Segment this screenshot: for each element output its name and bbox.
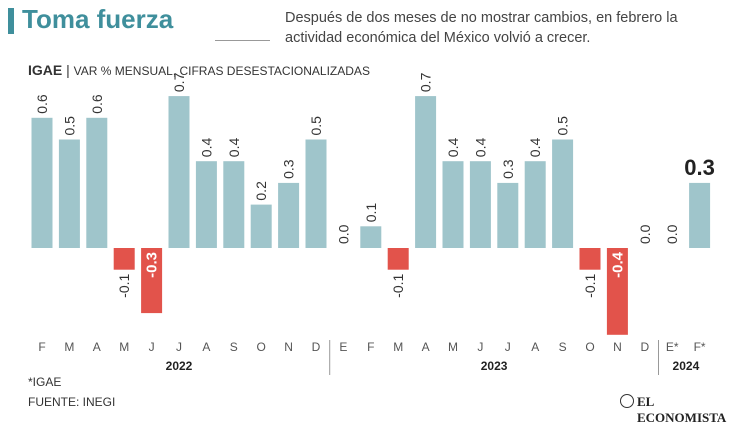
value-label: 0.6 xyxy=(89,94,105,114)
footnote: *IGAE xyxy=(28,375,62,389)
x-tick-label: E* xyxy=(666,340,679,354)
bar xyxy=(31,117,53,248)
value-label: -0.3 xyxy=(144,252,161,278)
bar xyxy=(469,161,491,248)
series-label: IGAE xyxy=(28,62,63,78)
value-label: 0.3 xyxy=(684,155,715,180)
bar xyxy=(524,161,546,248)
bar xyxy=(305,139,327,248)
value-label: 0.7 xyxy=(418,72,434,92)
x-tick-label: F xyxy=(38,340,45,354)
bar xyxy=(415,96,437,248)
value-label: 0.4 xyxy=(472,138,488,158)
value-label: 0.4 xyxy=(445,138,461,158)
bar xyxy=(250,204,272,248)
x-tick-label: J xyxy=(149,340,155,354)
page: Toma fuerza Después de dos meses de no m… xyxy=(8,4,727,425)
bar xyxy=(86,117,108,248)
bar xyxy=(606,248,628,335)
title-rule xyxy=(215,40,270,41)
value-label: 0.0 xyxy=(637,224,653,244)
x-tick-label: E xyxy=(339,340,347,354)
chart: F 0.6 M 0.5 A 0.6 M -0.1 J -0.3 J 0.7 A 0.4 S 0.4 O 0.2 N 0… xyxy=(31,72,715,375)
bar xyxy=(552,139,574,248)
value-label: 0.0 xyxy=(664,224,680,244)
x-tick-label: A xyxy=(93,340,101,354)
x-tick-label: J xyxy=(176,340,182,354)
logo: EL ECONOMISTA xyxy=(637,394,727,425)
x-tick-label: M xyxy=(393,340,403,354)
value-label: -0.1 xyxy=(390,273,406,297)
bar xyxy=(579,248,601,270)
year-label: 2024 xyxy=(673,359,700,373)
subtitle: Después de dos meses de no mostrar cambi… xyxy=(285,10,678,46)
title-marker xyxy=(8,8,14,34)
value-label: 0.6 xyxy=(34,94,50,114)
value-label: -0.4 xyxy=(609,251,626,278)
bar xyxy=(442,161,464,248)
x-tick-label: A xyxy=(422,340,430,354)
x-tick-label: N xyxy=(613,340,622,354)
bar xyxy=(168,96,190,248)
bar xyxy=(278,182,300,248)
bar xyxy=(141,248,163,314)
bar xyxy=(58,139,80,248)
bar xyxy=(223,161,245,248)
bar xyxy=(387,248,409,270)
value-label: 0.5 xyxy=(308,116,324,136)
x-tick-label: S xyxy=(559,340,567,354)
source: FUENTE: INEGI xyxy=(28,395,116,409)
bar xyxy=(497,182,519,248)
x-tick-label: D xyxy=(312,340,321,354)
value-label: -0.1 xyxy=(116,273,132,297)
x-tick-label: A xyxy=(202,340,210,354)
value-label: 0.4 xyxy=(198,138,214,158)
bar xyxy=(195,161,217,248)
x-tick-label: A xyxy=(531,340,539,354)
value-label: 0.4 xyxy=(527,138,543,158)
value-label: -0.1 xyxy=(582,273,598,297)
logo-icon xyxy=(620,394,634,408)
bar xyxy=(360,226,382,248)
unit-label: VAR % MENSUAL, CIFRAS DESESTACIONALIZADA… xyxy=(73,64,370,78)
x-tick-label: J xyxy=(477,340,483,354)
value-label: 0.3 xyxy=(281,159,297,179)
x-tick-label: O xyxy=(585,340,594,354)
x-tick-label: F* xyxy=(694,340,706,354)
x-tick-label: M xyxy=(119,340,129,354)
value-label: 0.4 xyxy=(226,138,242,158)
x-tick-label: N xyxy=(284,340,293,354)
x-tick-label: M xyxy=(448,340,458,354)
value-label: 0.1 xyxy=(363,203,379,223)
bar xyxy=(689,182,711,248)
value-label: 0.7 xyxy=(171,72,187,92)
chart-header: IGAE | VAR % MENSUAL, CIFRAS DESESTACION… xyxy=(28,62,370,78)
x-tick-label: D xyxy=(640,340,649,354)
x-tick-label: S xyxy=(230,340,238,354)
value-label: 0.2 xyxy=(253,181,269,201)
title: Toma fuerza xyxy=(22,4,174,34)
value-label: 0.5 xyxy=(555,116,571,136)
year-label: 2022 xyxy=(166,359,193,373)
x-tick-label: O xyxy=(257,340,266,354)
x-tick-label: F xyxy=(367,340,374,354)
value-label: 0.5 xyxy=(61,116,77,136)
value-label: 0.0 xyxy=(335,224,351,244)
value-label: 0.3 xyxy=(500,159,516,179)
bar xyxy=(113,248,135,270)
year-label: 2023 xyxy=(481,359,508,373)
x-tick-label: J xyxy=(505,340,511,354)
x-tick-label: M xyxy=(64,340,74,354)
